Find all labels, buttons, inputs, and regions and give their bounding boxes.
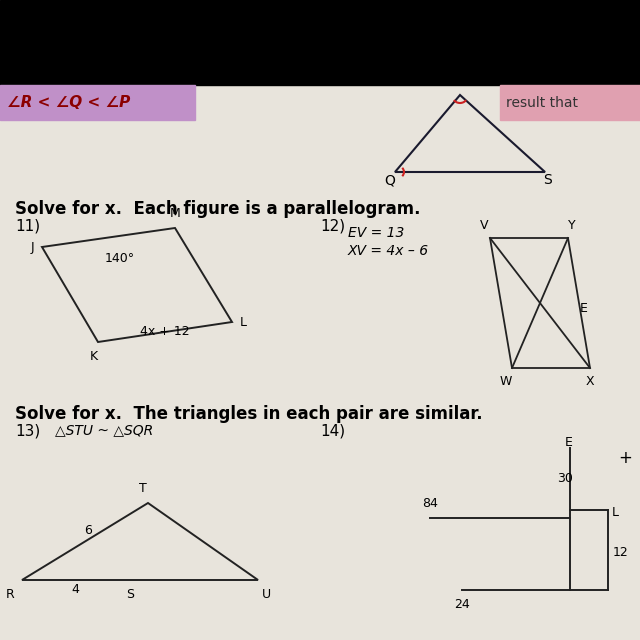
Text: 140°: 140°	[105, 252, 135, 265]
Text: +: +	[618, 449, 632, 467]
Text: Solve for x.  Each figure is a parallelogram.: Solve for x. Each figure is a parallelog…	[15, 200, 420, 218]
Text: E: E	[580, 301, 588, 314]
Text: S: S	[126, 588, 134, 601]
Text: Solve for x.  The triangles in each pair are similar.: Solve for x. The triangles in each pair …	[15, 405, 483, 423]
Text: K: K	[90, 350, 98, 363]
Text: 13): 13)	[15, 423, 40, 438]
Text: 4x + 12: 4x + 12	[140, 325, 190, 338]
Text: 24: 24	[454, 598, 470, 611]
Text: V: V	[480, 219, 488, 232]
Text: 30: 30	[557, 472, 573, 484]
Text: M: M	[170, 207, 180, 220]
Text: 11): 11)	[15, 218, 40, 233]
Text: L: L	[612, 506, 619, 518]
Bar	[0, 85, 195, 120]
Text: J: J	[30, 241, 34, 253]
Text: 12: 12	[613, 547, 628, 559]
Text: 12): 12)	[320, 218, 345, 233]
Text: X: X	[586, 375, 595, 388]
Text: 6: 6	[84, 524, 92, 536]
Bar	[0, 0, 640, 85]
Text: T: T	[139, 482, 147, 495]
Text: Y: Y	[568, 219, 576, 232]
Text: EV = 13: EV = 13	[348, 226, 404, 240]
Text: Q: Q	[385, 173, 396, 187]
Text: 14): 14)	[320, 423, 345, 438]
Text: L: L	[240, 316, 247, 328]
Text: result that: result that	[506, 95, 578, 109]
Text: E: E	[565, 435, 573, 449]
Text: S: S	[543, 173, 552, 187]
Bar	[500, 85, 640, 120]
Text: R: R	[5, 588, 14, 601]
Text: 84: 84	[422, 497, 438, 510]
Text: U: U	[262, 588, 271, 601]
Text: W: W	[500, 375, 512, 388]
Text: XV = 4x – 6: XV = 4x – 6	[348, 244, 429, 258]
Text: △STU ~ △SQR: △STU ~ △SQR	[55, 423, 153, 437]
Text: 4: 4	[71, 583, 79, 596]
Text: ∠R < ∠Q < ∠P: ∠R < ∠Q < ∠P	[7, 95, 131, 110]
